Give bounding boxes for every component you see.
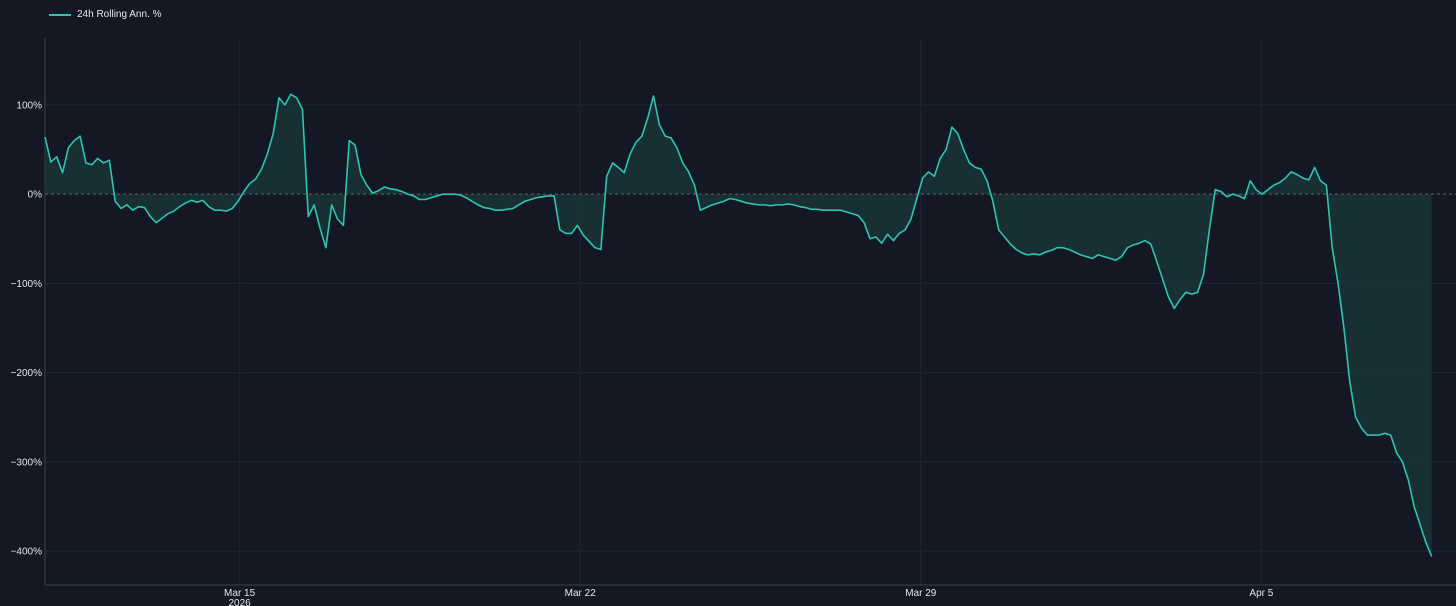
- axes: [44, 38, 1456, 586]
- x-tick-label: Apr 5: [1249, 588, 1273, 599]
- area-layer: [44, 93, 1456, 557]
- y-tick-label: −300%: [11, 457, 43, 468]
- x-tick-label: Mar 15: [224, 588, 256, 599]
- legend[interactable]: 24h Rolling Ann. %: [49, 9, 162, 20]
- x-tick-label: Mar 22: [565, 588, 597, 599]
- y-tick-label: 100%: [16, 100, 42, 111]
- y-tick-label: 0%: [28, 190, 43, 201]
- series-line: [44, 93, 1433, 557]
- x-tick-label: Mar 29: [905, 588, 937, 599]
- series-area-fill: [45, 94, 1432, 557]
- grid: [45, 38, 1456, 585]
- y-tick-label: −100%: [11, 279, 43, 290]
- y-tick-label: −200%: [11, 368, 43, 379]
- legend-label: 24h Rolling Ann. %: [77, 9, 162, 20]
- x-year-label: 2026: [228, 598, 251, 606]
- y-tick-label: −400%: [11, 547, 43, 558]
- legend-swatch: [49, 13, 71, 16]
